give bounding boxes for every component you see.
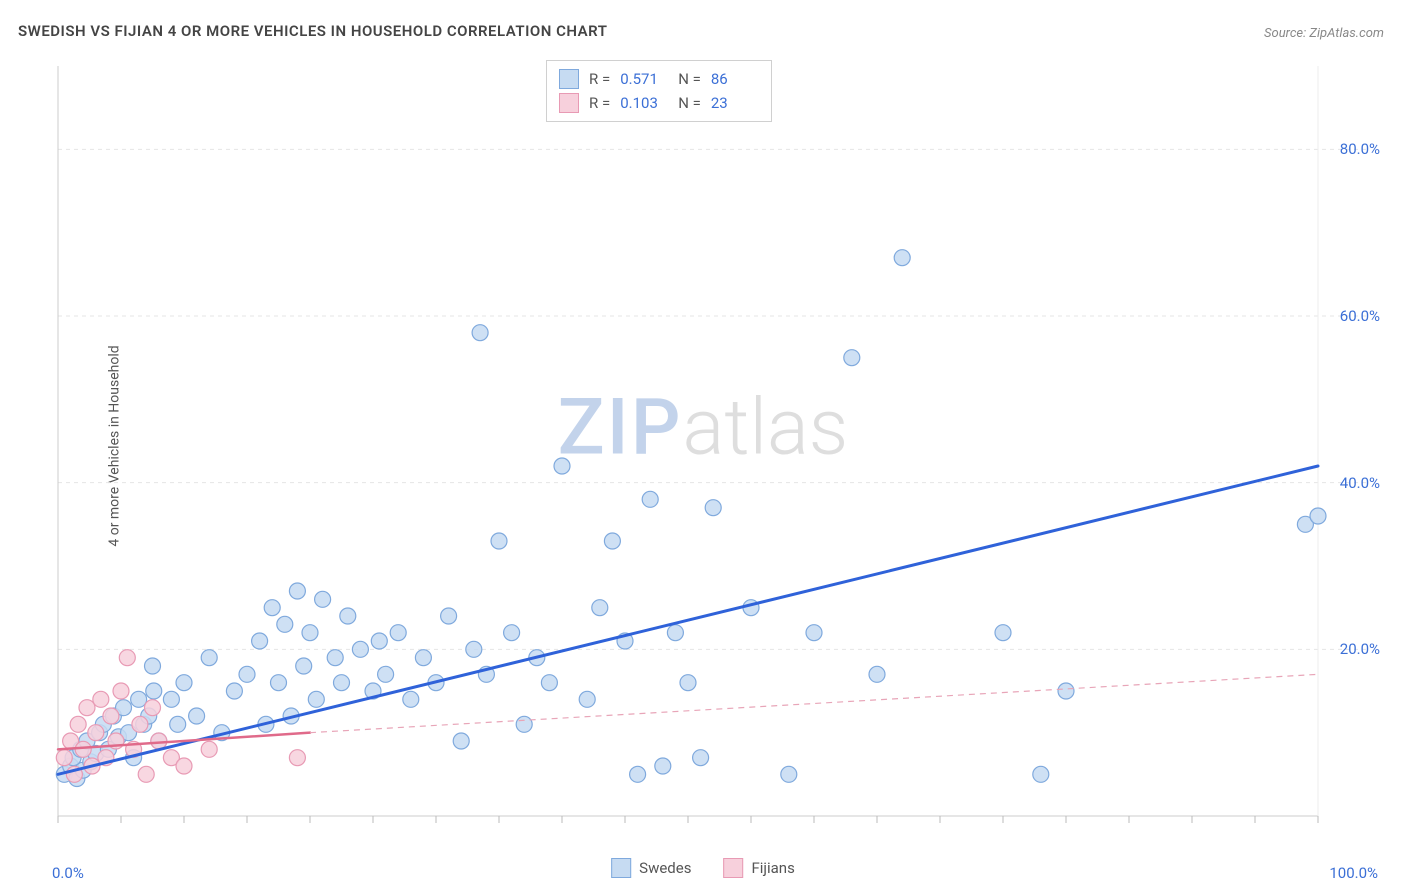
stats-legend: R = 0.571 N = 86 R = 0.103 N = 23 [546,60,772,122]
n-value: 86 [711,70,759,88]
series-legend-label: Fijians [751,859,794,877]
r-value: 0.103 [620,94,668,112]
stats-legend-row: R = 0.103 N = 23 [559,91,759,115]
n-label: N = [678,94,701,112]
legend-swatch [559,69,579,89]
series-legend: Swedes Fijians [611,858,795,878]
source-attribution: Source: ZipAtlas.com [1264,26,1384,41]
r-value: 0.571 [620,70,668,88]
y-tick-label: 80.0% [1340,140,1380,158]
n-label: N = [678,70,701,88]
scatter-plot [48,56,1368,836]
stats-legend-row: R = 0.571 N = 86 [559,67,759,91]
y-tick-label: 40.0% [1340,474,1380,492]
legend-swatch [723,858,743,878]
r-label: R = [589,94,610,112]
x-axis-min-label: 0.0% [52,864,84,882]
series-legend-label: Swedes [639,859,691,877]
series-legend-item: Swedes [611,858,691,878]
series-legend-item: Fijians [723,858,794,878]
y-tick-label: 60.0% [1340,307,1380,325]
n-value: 23 [711,94,759,112]
r-label: R = [589,70,610,88]
y-tick-label: 20.0% [1340,640,1380,658]
chart-title: SWEDISH VS FIJIAN 4 OR MORE VEHICLES IN … [18,22,607,40]
x-axis-max-label: 100.0% [1329,864,1378,882]
legend-swatch [611,858,631,878]
legend-swatch [559,93,579,113]
